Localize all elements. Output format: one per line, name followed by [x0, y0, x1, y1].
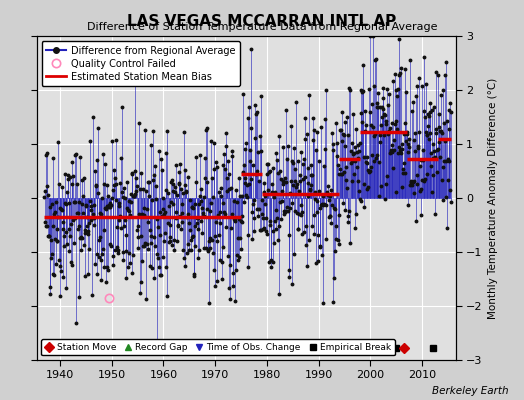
Text: LAS VEGAS MCCARRAN INTL AP: LAS VEGAS MCCARRAN INTL AP	[127, 14, 397, 29]
Legend: Station Move, Record Gap, Time of Obs. Change, Empirical Break: Station Move, Record Gap, Time of Obs. C…	[41, 339, 395, 356]
Y-axis label: Monthly Temperature Anomaly Difference (°C): Monthly Temperature Anomaly Difference (…	[488, 77, 498, 319]
Text: Berkeley Earth: Berkeley Earth	[432, 386, 508, 396]
Text: Difference of Station Temperature Data from Regional Average: Difference of Station Temperature Data f…	[87, 22, 437, 32]
